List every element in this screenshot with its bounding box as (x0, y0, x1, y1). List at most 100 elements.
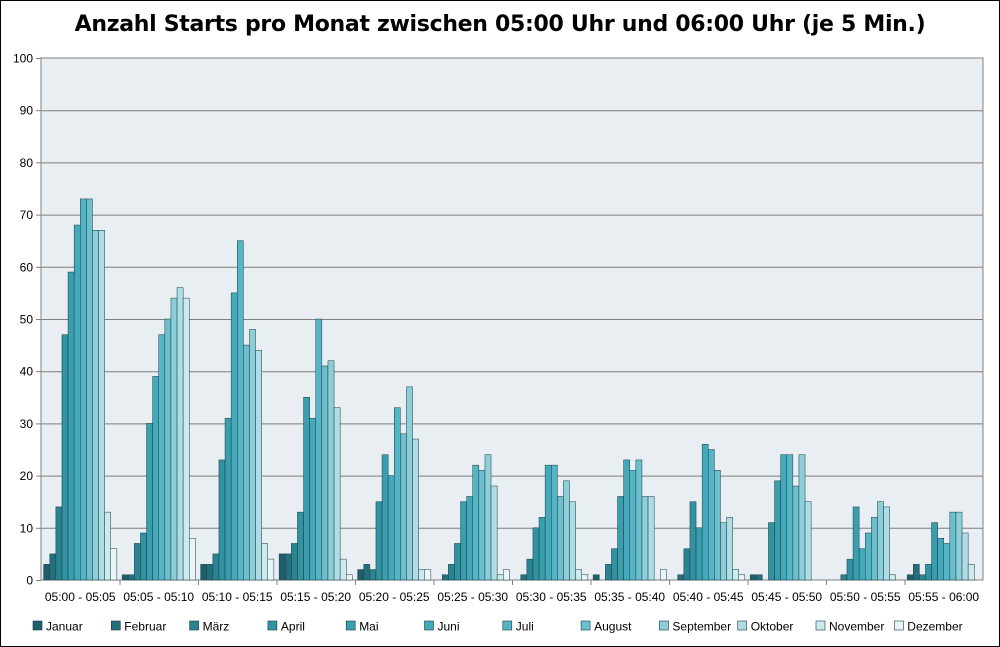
bar-dezember-0 (110, 548, 118, 581)
legend-swatch-märz (189, 620, 199, 631)
legend-swatch-oktober (737, 620, 748, 631)
bar-november-3 (339, 558, 347, 581)
bar-juli-5 (472, 464, 480, 581)
legend-swatch-september (659, 620, 669, 631)
bar-februar-0 (49, 553, 57, 581)
bar-februar-2 (206, 564, 214, 581)
legend-label-märz: März (203, 620, 230, 634)
legend-label-april: April (281, 620, 305, 634)
legend-label-oktober: Oktober (751, 620, 794, 634)
bar-april-1 (140, 532, 147, 581)
bar-november-2 (261, 543, 268, 581)
bar-oktober-10 (883, 506, 890, 581)
bar-juli-3 (315, 318, 323, 581)
bar-oktober-9 (804, 501, 812, 581)
y-tick-label: 20 (20, 469, 34, 483)
bar-mai-5 (460, 501, 467, 581)
y-tick-label: 80 (20, 156, 34, 170)
bar-juni-7 (623, 459, 631, 581)
y-tick-label: 10 (20, 521, 34, 535)
bar-oktober-5 (490, 485, 498, 581)
bar-november-5 (496, 574, 504, 581)
y-tick-label: 60 (20, 260, 34, 274)
bar-januar-11 (906, 574, 914, 581)
bar-juni-8 (701, 444, 709, 581)
bar-april-5 (454, 543, 461, 581)
x-tick-label: 05:55 - 06:00 (908, 590, 979, 604)
bar-august-8 (714, 470, 721, 581)
bar-mai-6 (538, 517, 546, 581)
bar-april-0 (61, 334, 69, 581)
legend-label-januar: Januar (46, 620, 83, 634)
bar-september-10 (877, 501, 884, 581)
bar-november-4 (418, 569, 425, 581)
bars (43, 198, 975, 581)
bar-juli-9 (786, 454, 794, 581)
legend-swatch-august (580, 620, 591, 631)
y-tick-label: 30 (20, 417, 34, 431)
legend-swatch-november (815, 620, 826, 631)
y-tick-label: 100 (13, 52, 33, 66)
bar-mai-1 (146, 423, 153, 581)
y-axis-ticks: 0 10 20 30 40 50 60 70 80 90 100 (13, 52, 41, 588)
bar-september-6 (563, 480, 570, 581)
legend-swatch-februar (111, 620, 121, 631)
bar-september-1 (170, 297, 178, 581)
bar-mai-11 (931, 522, 938, 581)
bar-dezember-4 (424, 569, 432, 581)
bar-oktober-11 (961, 532, 969, 581)
bar-märz-4 (369, 569, 377, 581)
bar-oktober-1 (176, 287, 184, 581)
bar-september-3 (327, 360, 335, 581)
bar-februar-9 (756, 574, 763, 581)
bar-november-8 (732, 569, 740, 581)
bar-juli-1 (158, 334, 166, 581)
legend-swatch-januar (32, 620, 43, 631)
bar-november-1 (182, 297, 190, 581)
bar-april-10 (846, 558, 854, 581)
y-tick-label: 70 (20, 208, 34, 222)
bar-mai-8 (695, 527, 703, 581)
bar-september-0 (92, 230, 99, 581)
bar-juni-9 (780, 454, 788, 581)
legend-swatch-mai (345, 620, 356, 631)
bar-februar-8 (677, 574, 685, 581)
x-tick-label: 05:05 - 05:10 (123, 590, 194, 604)
bar-august-10 (871, 517, 878, 581)
bar-juni-3 (309, 417, 316, 581)
bar-märz-5 (448, 564, 455, 581)
legend-label-dezember: Dezember (907, 620, 962, 634)
x-tick-label: 05:10 - 05:15 (202, 590, 273, 604)
legend-label-juni: Juni (438, 620, 460, 634)
x-tick-label: 05:40 - 05:45 (673, 590, 744, 604)
x-tick-label: 05:50 - 05:55 (830, 590, 901, 604)
bar-juni-6 (544, 464, 552, 581)
gridlines (41, 110, 983, 529)
bar-april-2 (218, 459, 226, 581)
x-tick-label: 05:25 - 05:30 (437, 590, 508, 604)
x-axis-ticks: 05:00 - 05:05 05:05 - 05:10 05:10 - 05:15 0… (45, 580, 979, 604)
bar-juni-0 (73, 224, 81, 581)
bar-september-11 (955, 511, 963, 581)
bar-april-4 (375, 501, 383, 581)
bar-mai-9 (774, 480, 781, 581)
bar-september-8 (720, 522, 727, 581)
bar-februar-5 (442, 574, 449, 581)
bar-mai-7 (617, 496, 624, 581)
bar-juli-4 (394, 407, 401, 581)
bar-juni-11 (937, 537, 945, 581)
bar-august-4 (400, 433, 407, 581)
bar-august-0 (86, 198, 93, 581)
bar-mai-3 (303, 397, 310, 581)
legend-swatch-dezember (893, 620, 904, 631)
x-tick-label: 05:35 - 05:40 (594, 590, 665, 604)
bar-februar-1 (128, 574, 135, 581)
bar-märz-8 (683, 548, 691, 581)
bar-juli-11 (943, 543, 951, 581)
bar-dezember-8 (738, 574, 746, 581)
bar-dezember-3 (346, 574, 353, 581)
bar-februar-4 (363, 564, 371, 581)
bar-august-11 (949, 511, 957, 581)
bar-august-5 (478, 470, 486, 581)
